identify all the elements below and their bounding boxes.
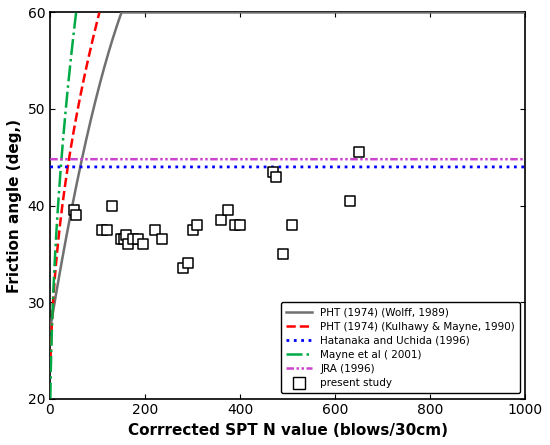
Point [179,265,188,272]
Point [231,221,240,228]
Y-axis label: Friction angle (deg,): Friction angle (deg,) [7,118,22,292]
Point [236,221,245,228]
Point [134,236,142,243]
Point [129,236,138,243]
Point [124,241,133,248]
Point [272,173,280,180]
Point [193,221,202,228]
Point [103,226,112,233]
Point [117,236,126,243]
Point [157,236,166,243]
X-axis label: Corrrected SPT N value (blows/30cm): Corrrected SPT N value (blows/30cm) [128,423,448,438]
Point [98,226,107,233]
Point [355,149,364,156]
Point [217,216,226,223]
Point [72,212,80,219]
Point [279,250,288,257]
Point [288,221,297,228]
Point [69,207,78,214]
Point [138,241,147,248]
Point [345,197,354,204]
Point [188,226,197,233]
Point [224,207,233,214]
Point [150,226,159,233]
Point [184,260,192,267]
Point [269,168,278,175]
Legend: PHT (1974) (Wolff, 1989), PHT (1974) (Kulhawy & Mayne, 1990), Hatanaka and Uchid: PHT (1974) (Wolff, 1989), PHT (1974) (Ku… [280,302,520,393]
Point [119,236,128,243]
Point [107,202,116,209]
Point [122,231,130,238]
